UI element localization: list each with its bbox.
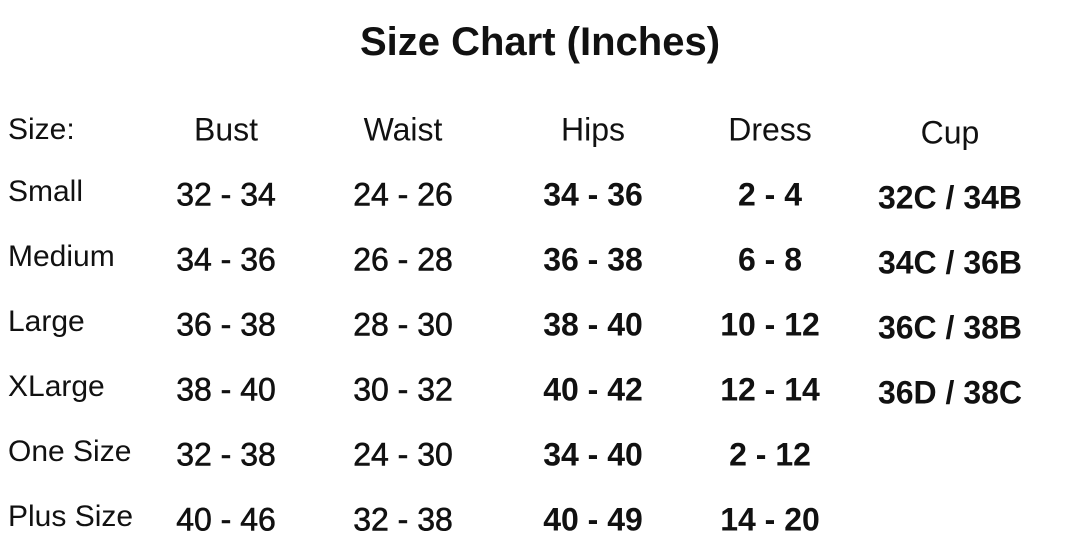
cell-hips: 34 - 36 [543,176,643,213]
cell-hips: 40 - 42 [543,371,643,408]
header-cup: Cup [920,114,980,151]
cell-dress: 10 - 12 [720,306,820,343]
row-size-label: Medium [8,240,115,273]
cell-bust: 36 - 38 [176,306,276,343]
cell-cup: 36D / 38C [877,374,1023,411]
cell-bust: 38 - 40 [176,371,276,408]
cell-cup: 34C / 36B [877,244,1023,281]
row-size-label: One Size [8,435,132,468]
header-dress: Dress [728,111,812,148]
cell-cup: 32C / 34B [877,179,1023,216]
row-size-label: Small [8,175,84,208]
header-hips: Hips [560,111,626,148]
cell-waist: 30 - 32 [353,371,453,408]
row-size-label: XLarge [8,370,105,403]
cell-dress: 2 - 4 [737,176,803,213]
cell-dress: 14 - 20 [720,501,820,538]
cell-hips: 38 - 40 [543,306,643,343]
header-waist: Waist [363,111,443,148]
cell-hips: 40 - 49 [543,501,643,538]
cell-waist: 32 - 38 [353,501,453,538]
cell-hips: 36 - 38 [543,241,643,278]
cell-bust: 34 - 36 [176,241,276,278]
header-size: Size: [8,113,75,146]
page-title: Size Chart (Inches) [359,20,721,64]
cell-waist: 24 - 30 [353,436,453,473]
cell-bust: 40 - 46 [176,501,276,538]
cell-dress: 2 - 12 [729,436,811,473]
cell-bust: 32 - 34 [176,176,276,213]
cell-cup: 36C / 38B [877,309,1023,346]
cell-bust: 32 - 38 [176,436,276,473]
cell-dress: 12 - 14 [720,371,820,408]
cell-waist: 28 - 30 [353,306,453,343]
cell-waist: 26 - 28 [353,241,453,278]
header-bust: Bust [193,111,259,148]
row-size-label: Plus Size [8,500,134,533]
cell-hips: 34 - 40 [543,436,643,473]
cell-dress: 6 - 8 [737,241,803,278]
cell-waist: 24 - 26 [353,176,453,213]
row-size-label: Large [8,305,85,338]
